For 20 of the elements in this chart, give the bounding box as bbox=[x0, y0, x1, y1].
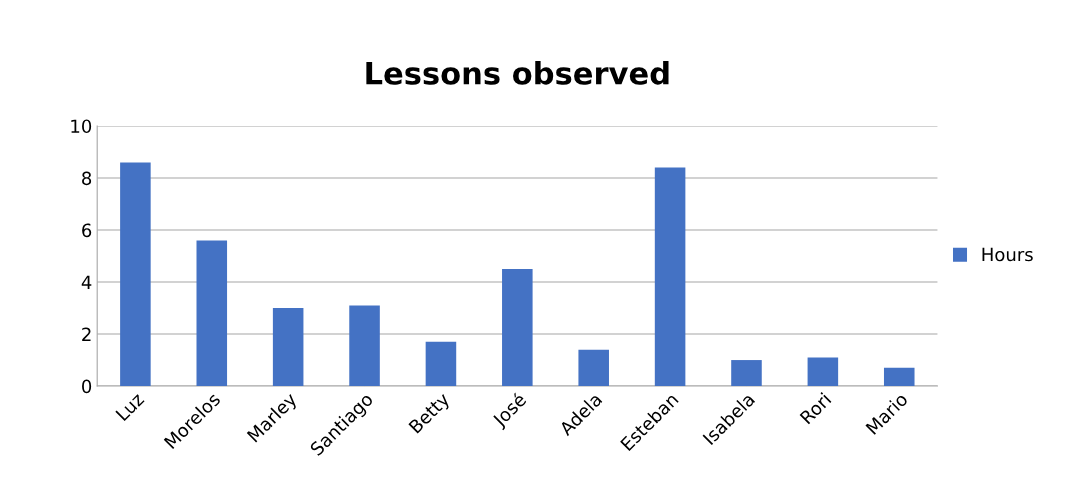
y-tick-label: 6 bbox=[82, 223, 92, 238]
y-tick-label: 8 bbox=[82, 171, 92, 186]
bar bbox=[425, 341, 457, 387]
x-tick-label: Luz bbox=[115, 391, 145, 422]
y-tick-label: 0 bbox=[82, 379, 92, 394]
bar bbox=[349, 305, 380, 387]
y-tick-label: 4 bbox=[81, 275, 92, 289]
bar bbox=[731, 360, 762, 387]
y-tick-label: 10 bbox=[71, 119, 92, 134]
bar bbox=[654, 167, 686, 387]
bar bbox=[502, 269, 533, 387]
chart-title: Lessons observed bbox=[366, 61, 669, 85]
bar bbox=[120, 162, 151, 387]
y-tick-label: 2 bbox=[82, 327, 91, 341]
legend-label: Hours bbox=[982, 247, 1033, 262]
bar bbox=[272, 308, 304, 387]
bar bbox=[883, 367, 915, 387]
bar bbox=[807, 357, 839, 387]
bar bbox=[578, 349, 609, 387]
bar bbox=[196, 240, 228, 387]
